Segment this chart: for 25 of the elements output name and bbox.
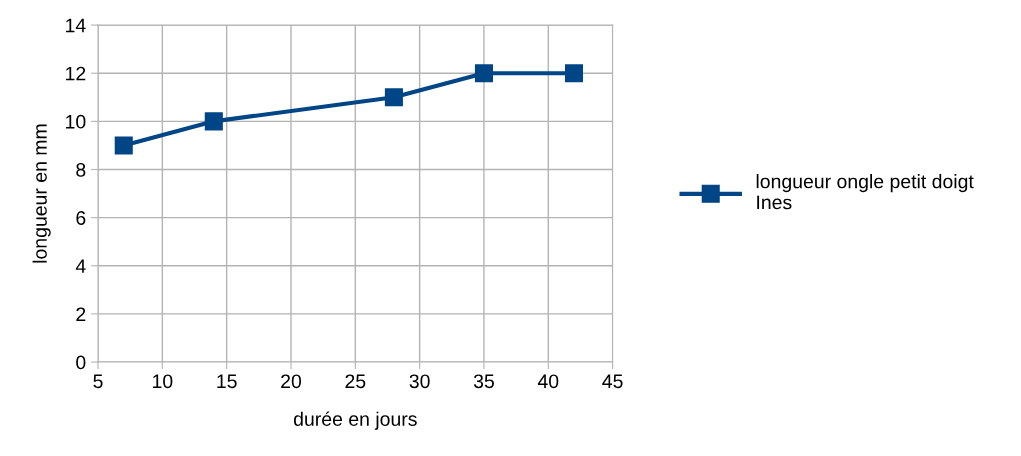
y-tick-label: 6 [76, 211, 86, 225]
x-tick-label: 10 [153, 374, 173, 389]
y-tick-label: 2 [76, 307, 86, 321]
point [114, 136, 133, 155]
x-tick-label: 35 [473, 374, 494, 389]
x-tick-label: 45 [602, 374, 623, 389]
y-tick-label: 4 [75, 259, 86, 273]
point [384, 88, 403, 107]
x-tick-label: 40 [537, 374, 559, 389]
y-tick-label: 0 [76, 355, 86, 370]
point [474, 64, 493, 83]
y-tick-label: 14 [66, 18, 86, 33]
point [204, 112, 223, 131]
y-axis-title: longueur en mm [32, 124, 51, 263]
y-tick-label: 10 [66, 114, 86, 129]
legend-label: longueur ongle petit doigt Ines [756, 174, 974, 210]
y-tick-label: 12 [66, 66, 86, 81]
x-tick-label: 20 [281, 374, 302, 389]
x-tick-label: 30 [409, 374, 430, 389]
x-tick-label: 25 [345, 374, 366, 389]
y-tick-label: 8 [76, 162, 86, 177]
x-tick-label: 5 [93, 374, 103, 389]
x-tick-label: 15 [217, 374, 237, 389]
point [564, 64, 584, 83]
x-axis-title: durée en jours [293, 411, 417, 430]
